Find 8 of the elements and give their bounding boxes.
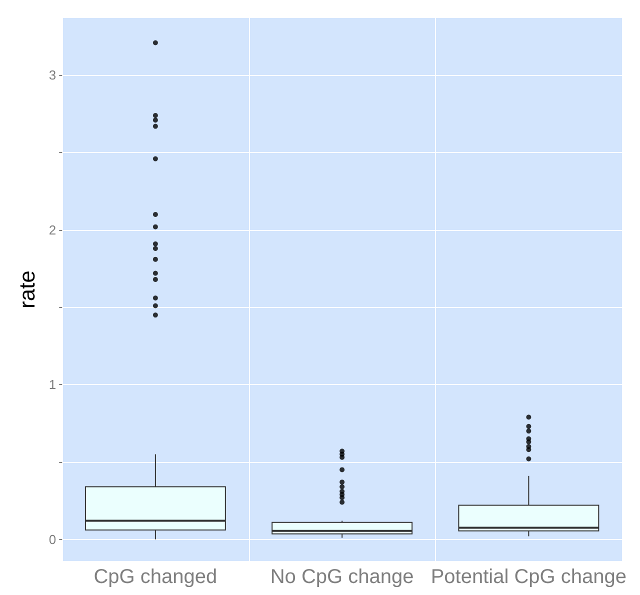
x-tick-label: Potential CpG change xyxy=(430,566,627,588)
y-tick-label: 0 xyxy=(48,532,56,547)
y-axis-title: rate xyxy=(14,270,40,308)
x-tick-label: CpG changed xyxy=(94,566,218,588)
y-tick-label: 2 xyxy=(48,222,56,238)
y-tick-label: 3 xyxy=(48,68,56,83)
x-tick-label: No CpG change xyxy=(270,566,414,588)
y-tick-label: 1 xyxy=(48,377,56,392)
